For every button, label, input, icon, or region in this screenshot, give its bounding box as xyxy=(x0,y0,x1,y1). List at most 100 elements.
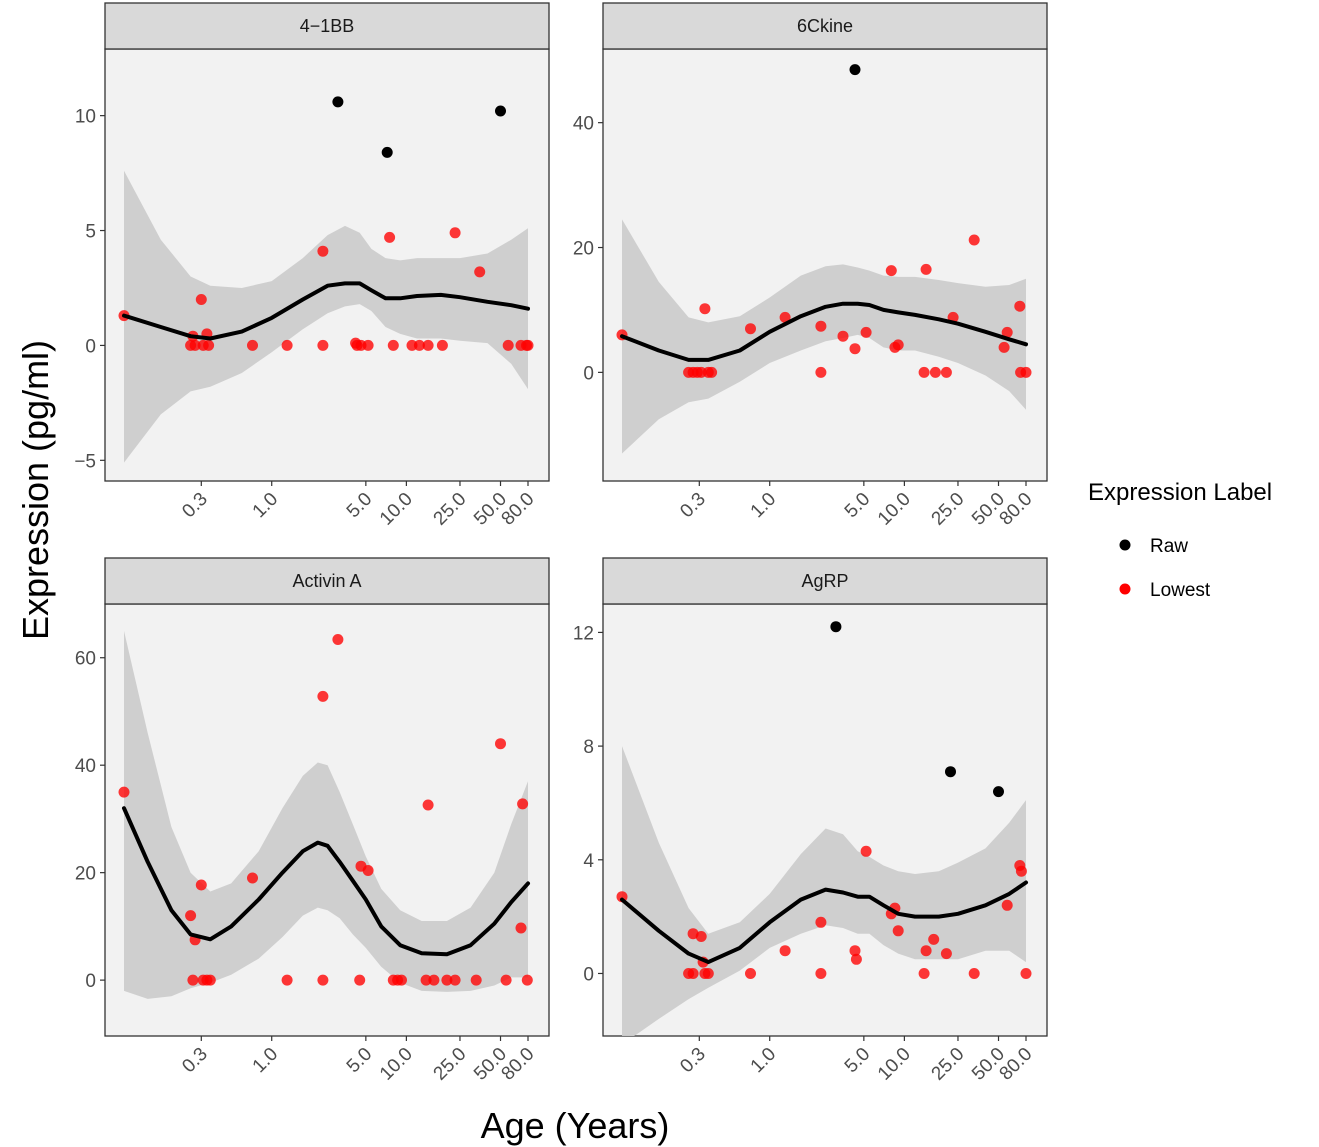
y-tick-label: 5 xyxy=(85,222,96,243)
data-point-lowest xyxy=(1014,300,1026,312)
x-tick-label: 5.0 xyxy=(343,489,377,523)
confidence-band xyxy=(124,170,528,463)
data-point-lowest xyxy=(422,799,434,811)
data-point-raw xyxy=(993,786,1004,798)
facet-title: Activin A xyxy=(292,571,361,591)
legend-title: Expression Label xyxy=(1088,479,1272,506)
x-tick-label: 80.0 xyxy=(498,1044,539,1085)
x-tick-label: 80.0 xyxy=(996,1044,1037,1085)
y-tick-label: 0 xyxy=(583,964,594,985)
data-point-lowest xyxy=(185,910,197,922)
data-point-lowest xyxy=(362,339,374,351)
y-tick-label: 10 xyxy=(75,107,96,128)
data-point-lowest xyxy=(495,738,506,750)
data-point-lowest xyxy=(885,265,897,277)
x-tick-label: 25.0 xyxy=(430,1044,471,1085)
legend-label-lowest: Lowest xyxy=(1150,580,1211,601)
data-point-lowest xyxy=(918,968,930,979)
data-point-lowest xyxy=(470,974,482,986)
legend: Expression Label Raw Lowest xyxy=(1088,479,1272,601)
data-point-raw xyxy=(381,146,393,158)
data-point-lowest xyxy=(247,872,258,884)
data-point-lowest xyxy=(815,320,827,332)
data-point-lowest xyxy=(387,339,399,351)
x-axis-title: Age (Years) xyxy=(481,1105,670,1146)
data-point-lowest xyxy=(515,922,527,934)
confidence-band xyxy=(622,219,1026,454)
data-point-lowest xyxy=(702,968,714,979)
x-tick-label: 5.0 xyxy=(841,1044,875,1078)
data-point-lowest xyxy=(968,968,980,979)
x-tick-label: 10.0 xyxy=(376,1044,417,1085)
smooth-line xyxy=(122,806,530,957)
y-tick-label: 0 xyxy=(85,971,96,992)
data-point-raw xyxy=(945,766,956,778)
data-point-lowest xyxy=(436,339,448,351)
data-point-lowest xyxy=(849,343,861,355)
data-point-lowest xyxy=(362,865,374,876)
panel-background xyxy=(602,48,1048,482)
facet-title: 6Ckine xyxy=(797,16,853,36)
data-point-lowest xyxy=(428,974,440,986)
data-point-lowest xyxy=(449,974,461,986)
data-point-lowest xyxy=(517,798,529,810)
smooth-line xyxy=(620,301,1028,362)
data-point-lowest xyxy=(118,786,130,798)
data-point-lowest xyxy=(815,916,827,928)
data-point-raw xyxy=(332,96,344,108)
data-point-lowest xyxy=(195,294,207,305)
data-point-lowest xyxy=(687,968,699,979)
data-point-lowest xyxy=(281,974,293,986)
x-tick-label: 0.3 xyxy=(676,489,710,523)
legend-key-lowest xyxy=(1119,583,1131,595)
data-point-lowest xyxy=(502,339,514,351)
data-point-lowest xyxy=(706,366,718,378)
data-point-lowest xyxy=(187,974,199,986)
data-point-lowest xyxy=(474,266,486,278)
x-tick-label: 25.0 xyxy=(430,489,471,530)
data-point-lowest xyxy=(940,948,952,960)
y-tick-label: 0 xyxy=(583,363,594,384)
data-point-lowest xyxy=(815,366,827,378)
x-tick-label: 0.3 xyxy=(178,489,212,523)
data-point-lowest xyxy=(940,366,952,378)
x-tick-label: 10.0 xyxy=(376,489,417,530)
data-point-lowest xyxy=(695,931,707,942)
data-point-lowest xyxy=(929,366,941,378)
data-point-lowest xyxy=(204,974,216,986)
facet-title: AgRP xyxy=(801,571,848,591)
data-point-lowest xyxy=(837,330,849,342)
data-point-lowest xyxy=(317,690,329,702)
facet-strip xyxy=(104,557,550,605)
data-point-raw xyxy=(495,105,506,117)
data-point-lowest xyxy=(850,953,862,965)
data-point-lowest xyxy=(189,339,201,351)
x-tick-label: 0.3 xyxy=(676,1044,710,1078)
data-point-lowest xyxy=(350,337,362,349)
data-point-lowest xyxy=(441,974,453,986)
data-point-lowest xyxy=(396,974,407,986)
facet-strip xyxy=(104,2,550,50)
confidence-band xyxy=(124,630,528,999)
data-point-lowest xyxy=(920,263,932,275)
data-point-lowest xyxy=(928,933,940,945)
facet-strip xyxy=(602,557,1048,605)
legend-label-raw: Raw xyxy=(1150,536,1188,557)
data-point-lowest xyxy=(998,341,1010,353)
x-tick-label: 1.0 xyxy=(249,489,283,523)
smooth-line xyxy=(122,281,530,341)
data-point-lowest xyxy=(860,326,872,338)
data-point-lowest xyxy=(420,974,432,986)
data-point-lowest xyxy=(745,968,756,979)
x-tick-label: 1.0 xyxy=(747,1044,781,1078)
y-tick-label: 40 xyxy=(573,114,594,135)
data-point-lowest xyxy=(317,245,329,257)
data-point-lowest xyxy=(968,234,980,246)
x-tick-label: 25.0 xyxy=(928,1044,969,1085)
data-point-lowest xyxy=(1020,366,1032,378)
y-tick-label: 40 xyxy=(75,756,96,777)
